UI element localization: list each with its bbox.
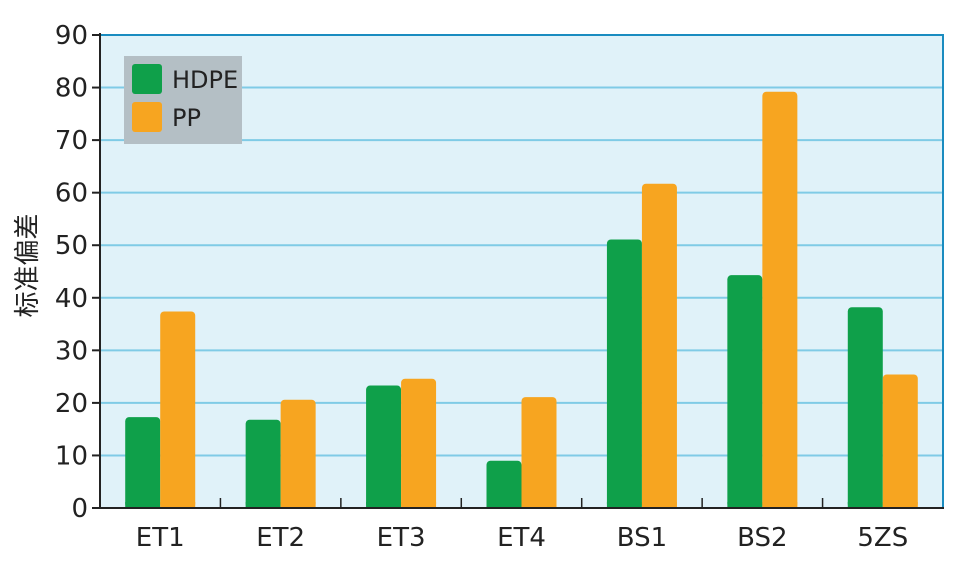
y-tick-label: 60	[55, 179, 88, 209]
bar-pp-et2	[280, 399, 316, 508]
y-tick-label: 0	[71, 494, 88, 524]
bar-base	[401, 502, 437, 508]
x-tick-label: ET4	[497, 523, 546, 553]
y-tick-label: 20	[55, 389, 88, 419]
bar-base	[641, 502, 677, 508]
legend-swatch-pp	[132, 102, 162, 132]
bar-base	[486, 502, 522, 508]
y-tick-label: 40	[55, 284, 88, 314]
bar-hdpe-5zs	[847, 307, 883, 508]
bar-base	[280, 502, 316, 508]
bar-base	[762, 502, 798, 508]
legend-label-pp: PP	[172, 104, 201, 132]
bar-pp-et3	[401, 378, 437, 508]
bar-base	[606, 502, 642, 508]
legend-swatch-hdpe	[132, 64, 162, 94]
y-tick-label: 90	[55, 21, 88, 51]
x-tick-label: BS1	[617, 523, 667, 553]
bar-hdpe-et1	[125, 417, 161, 508]
y-tick-label: 30	[55, 336, 88, 366]
y-axis-label: 标准偏差	[13, 213, 43, 317]
bar-base	[727, 502, 763, 508]
y-tick-label: 10	[55, 441, 88, 471]
x-axis-ticks: ET1 ET2 ET3 ET4 BS1 BS2 5ZS	[136, 498, 908, 553]
y-tick-label: 70	[55, 126, 88, 156]
bar-base	[847, 502, 883, 508]
x-tick-label: ET2	[256, 523, 305, 553]
bar-base	[366, 502, 402, 508]
legend: HDPE PP	[124, 56, 242, 144]
bar-base	[521, 502, 557, 508]
bar-hdpe-bs2	[727, 275, 763, 508]
x-tick-label: BS2	[737, 523, 787, 553]
bar-pp-bs1	[641, 183, 677, 508]
axes	[99, 33, 944, 509]
bar-base	[245, 502, 281, 508]
bar-hdpe-et3	[366, 385, 402, 508]
bar-base	[882, 502, 918, 508]
bar-base	[125, 502, 161, 508]
bar-hdpe-et2	[245, 419, 281, 508]
y-axis-ticks: 0 10 20 30 40 50 60 70 80 90	[55, 21, 100, 524]
bar-base	[160, 502, 196, 508]
bar-hdpe-et4	[486, 460, 522, 508]
bar-pp-et4	[521, 397, 557, 508]
bar-pp-bs2	[762, 91, 798, 508]
bar-hdpe-bs1	[606, 239, 642, 509]
x-tick-label: ET1	[136, 523, 185, 553]
y-tick-label: 80	[55, 74, 88, 104]
bar-pp-et1	[160, 311, 196, 508]
x-tick-label: ET3	[377, 523, 426, 553]
bar-pp-5zs	[882, 374, 918, 508]
y-tick-label: 50	[55, 231, 88, 261]
bars	[125, 91, 918, 509]
x-tick-label: 5ZS	[857, 523, 908, 553]
legend-label-hdpe: HDPE	[172, 66, 238, 94]
